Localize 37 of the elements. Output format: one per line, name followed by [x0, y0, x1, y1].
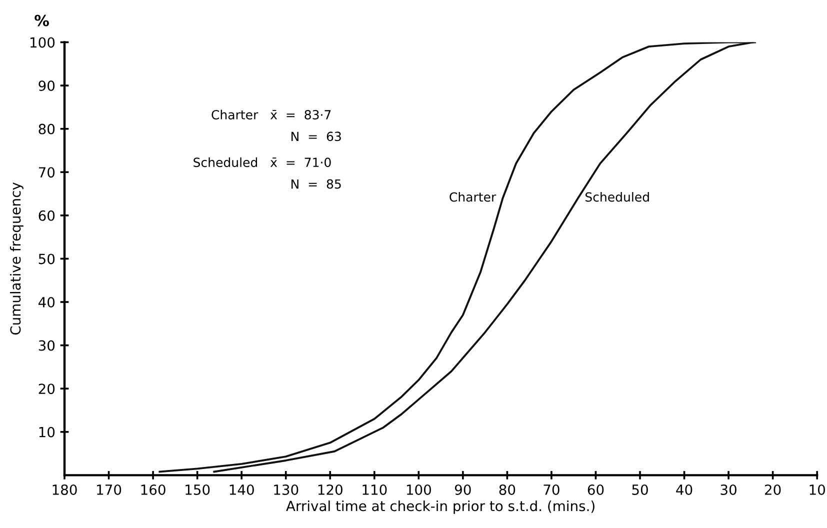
- annotation: N = 63: [292, 132, 341, 142]
- x-tick-label: 30: [720, 484, 736, 495]
- y-tick-label: 20: [38, 384, 55, 394]
- y-tick-label: 10: [39, 426, 55, 438]
- x-tick-label: 70: [544, 484, 560, 495]
- x-tick-label: 50: [632, 484, 648, 495]
- x-tick-label: 120: [318, 484, 342, 495]
- x-tick-label: 160: [141, 484, 166, 495]
- x-axis-title: Arrival time at check-in prior to s.t.d. (mins.): [286, 500, 594, 514]
- annotation: N = 85: [292, 179, 341, 189]
- x-tick-label: 150: [186, 484, 210, 495]
- annotation: Scheduled x̄ = 71·0: [194, 157, 331, 168]
- y-axis-title: Cumulative frequency: [10, 182, 24, 335]
- y-tick-label: 50: [38, 254, 55, 264]
- x-tick-label: 40: [676, 484, 692, 495]
- x-tick-label: 10: [810, 484, 825, 495]
- x-tick-label: 100: [406, 484, 431, 495]
- x-tick-label: 140: [230, 484, 254, 495]
- x-tick-label: 20: [764, 484, 781, 495]
- y-tick-label: 70: [38, 167, 55, 178]
- x-tick-label: 170: [97, 484, 122, 495]
- y-tick-label: 100: [30, 37, 55, 48]
- text: %: [34, 14, 49, 26]
- annotation: Charter x̄ = 83·7: [212, 110, 331, 120]
- x-tick-label: 180: [52, 484, 77, 495]
- series-label: Charter: [450, 192, 496, 202]
- y-tick-label: 60: [38, 210, 55, 221]
- series-label: Scheduled: [585, 192, 649, 202]
- y-tick-label: 40: [38, 296, 55, 308]
- x-tick-label: 90: [454, 484, 471, 495]
- x-tick-label: 130: [274, 484, 298, 495]
- y-tick-label: 30: [38, 340, 55, 351]
- y-tick-label: 80: [38, 124, 55, 134]
- y-tick-label: 90: [38, 80, 55, 92]
- x-tick-label: 60: [588, 484, 604, 495]
- x-tick-label: 110: [362, 484, 387, 495]
- x-tick-label: 80: [499, 484, 516, 495]
